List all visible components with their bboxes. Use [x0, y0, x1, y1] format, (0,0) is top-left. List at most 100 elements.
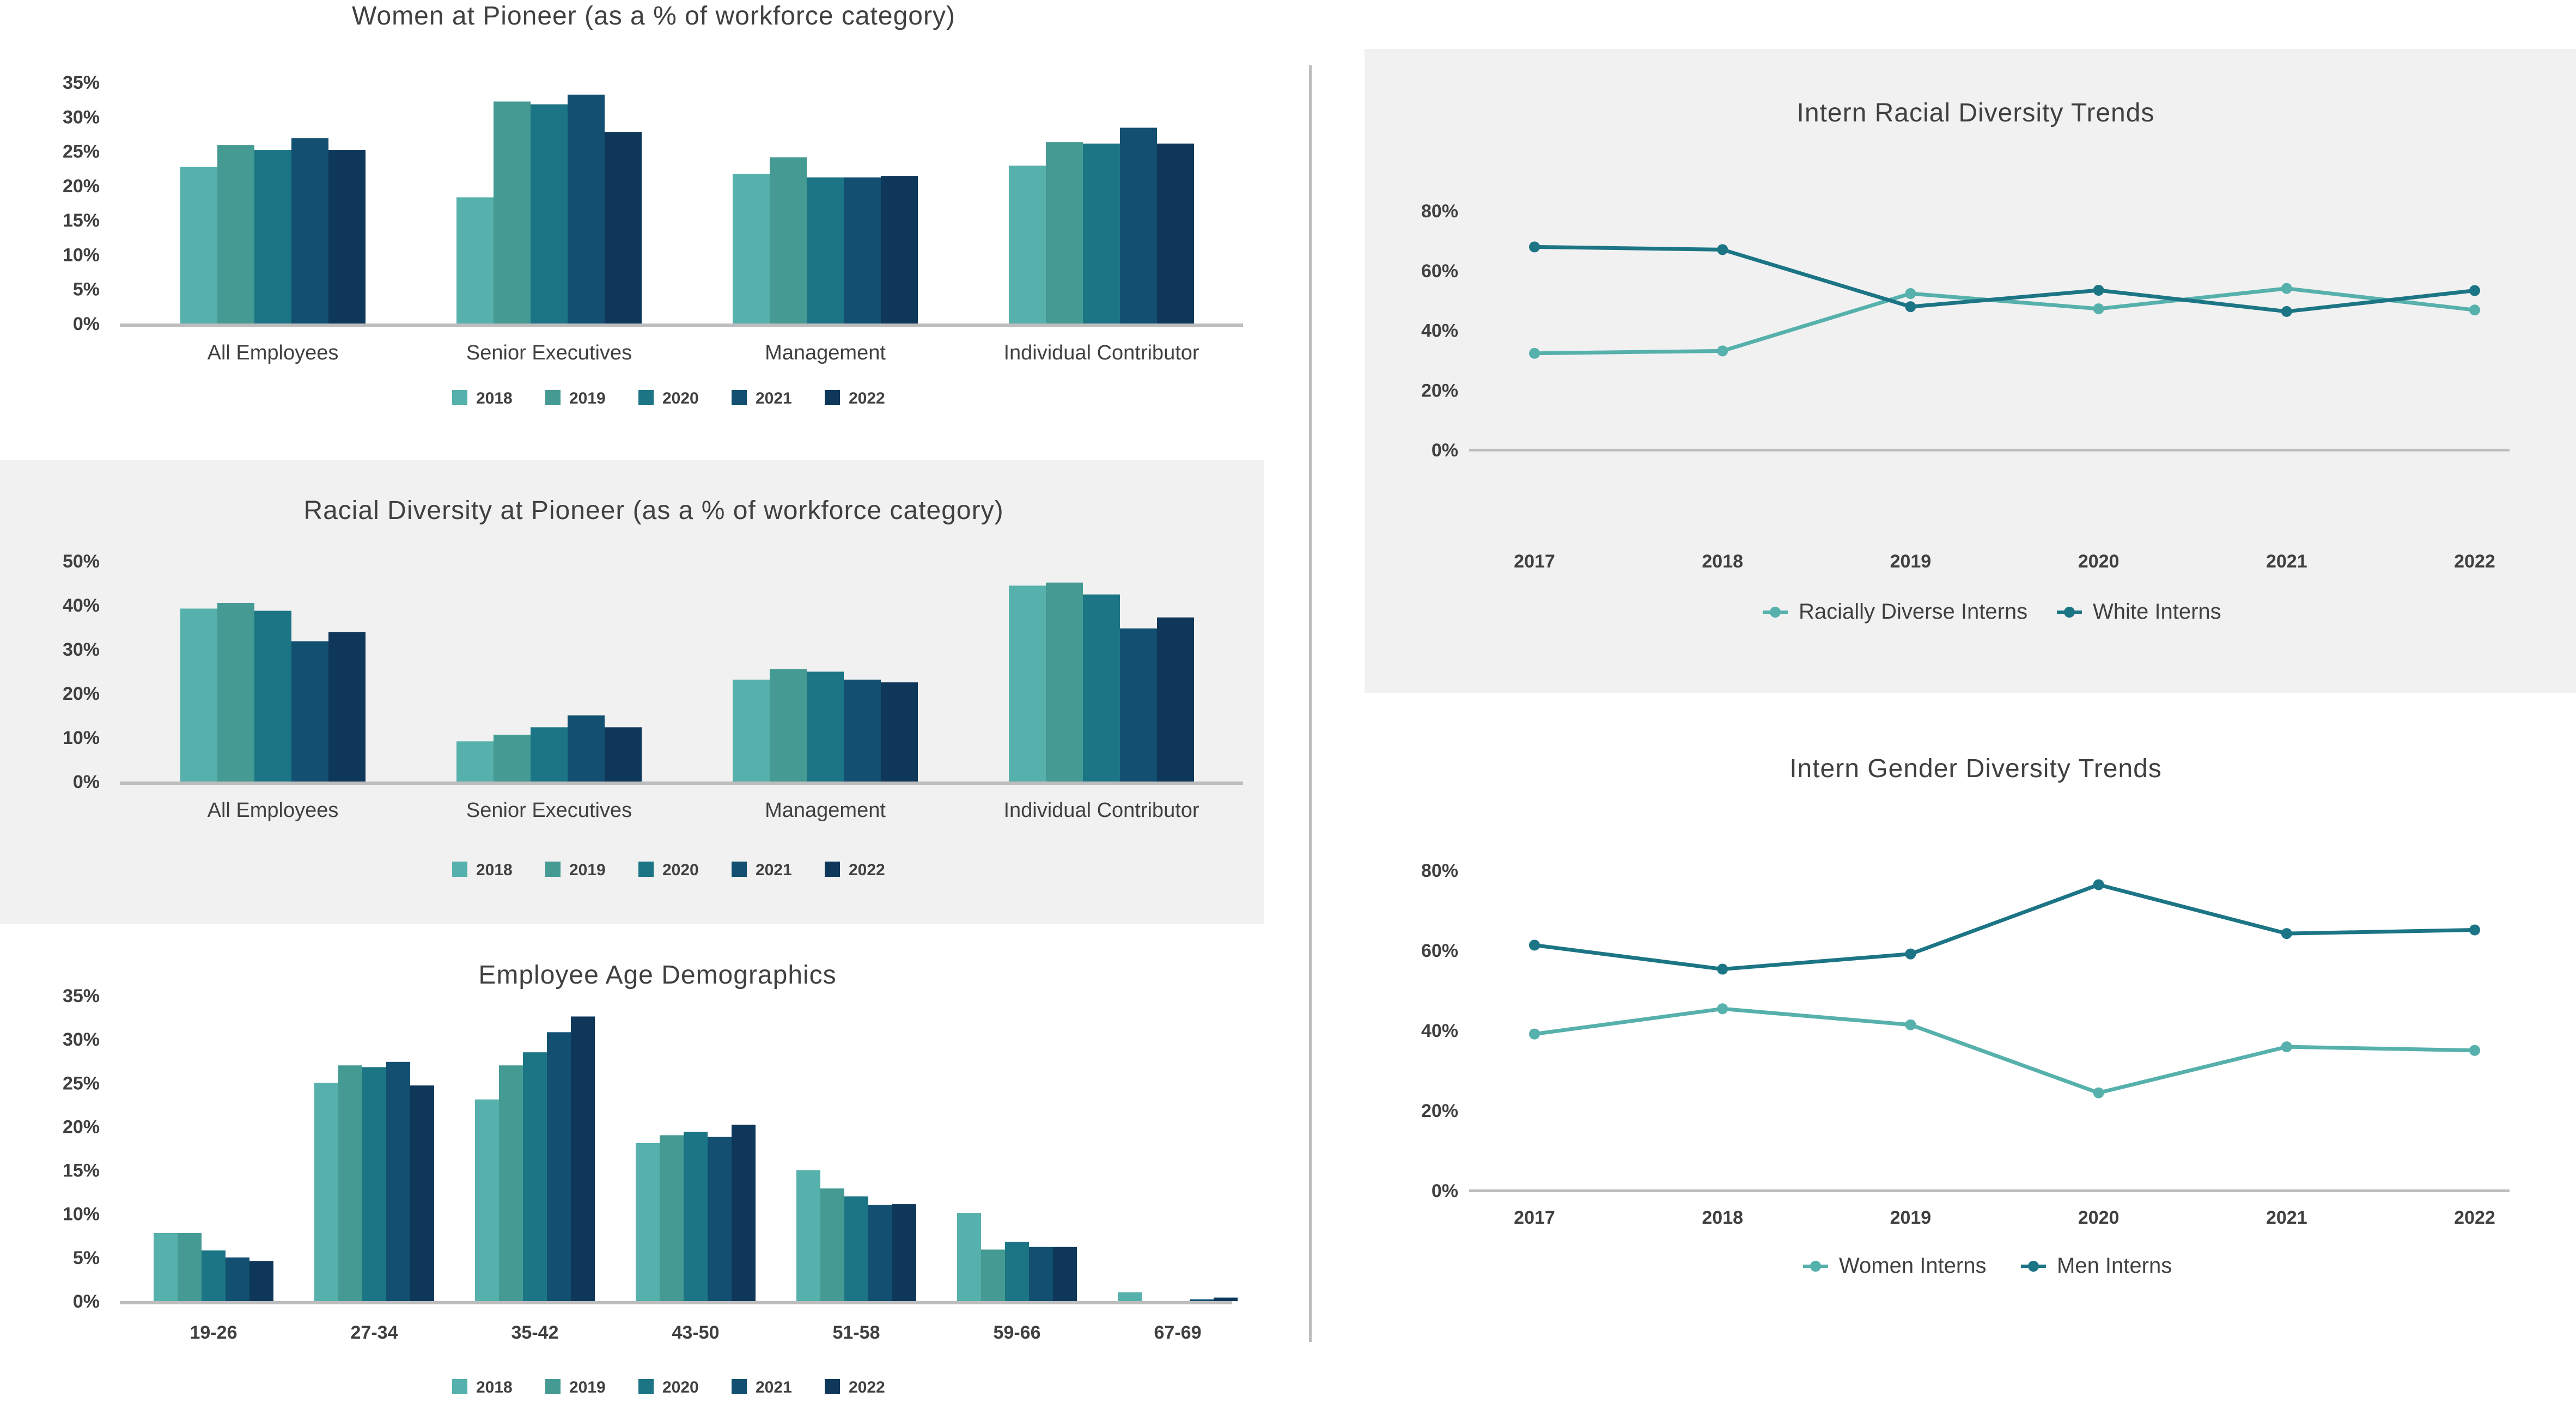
bar-2022-35-42: [571, 1016, 595, 1301]
legend-label: 2021: [756, 1378, 792, 1396]
legend-swatch-2021: [732, 862, 747, 877]
bar-2020-individual-contributor: [1083, 143, 1120, 323]
bar-2022-senior-executives: [605, 132, 642, 324]
data-point-women-interns-2021: [2281, 1041, 2292, 1053]
y-tick-label: 0%: [73, 772, 100, 792]
legend-label: 2022: [849, 1378, 885, 1396]
category-label: All Employees: [208, 799, 339, 822]
bar-2021-individual-contributor: [1120, 127, 1157, 323]
bar-2021-senior-executives: [568, 94, 605, 324]
bar-2020-individual-contributor: [1083, 594, 1120, 782]
x-tick-label: 2020: [2078, 1207, 2120, 1228]
legend-marker-icon: [2064, 607, 2075, 618]
bar-2022-59-66: [1053, 1247, 1077, 1301]
bar-2019-senior-executives: [494, 101, 531, 323]
x-tick-label: 2022: [2454, 551, 2495, 572]
y-tick-label: 60%: [1421, 261, 1458, 282]
bar-2022-management: [881, 176, 918, 323]
data-point-white-interns-2017: [1529, 241, 1540, 253]
y-tick-label: 40%: [63, 595, 100, 616]
bar-2022-67-69: [1214, 1297, 1238, 1301]
series-line-women-interns: [1534, 1006, 2475, 1095]
bar-2020-senior-executives: [531, 727, 568, 782]
bar-2019-all-employees: [217, 602, 254, 782]
legend-swatch-2018: [452, 862, 467, 877]
legend-label: 2019: [569, 389, 606, 407]
x-tick-label: 2018: [1702, 1207, 1743, 1228]
data-point-women-interns-2018: [1717, 1003, 1728, 1015]
bar-2018-all-employees: [180, 608, 217, 782]
bar-2020-43-50: [684, 1132, 708, 1301]
bar-2020-51-58: [844, 1196, 868, 1301]
y-tick-label: 0%: [73, 1291, 100, 1312]
x-tick-label: 2021: [2266, 1207, 2307, 1228]
bar-2020-59-66: [1005, 1242, 1029, 1301]
y-tick-label: 10%: [63, 1204, 100, 1225]
data-point-white-interns-2021: [2281, 306, 2292, 317]
x-tick-label: 2017: [1514, 551, 1555, 572]
bar-2021-67-69: [1190, 1299, 1214, 1301]
bar-2019-senior-executives: [494, 735, 531, 782]
legend-marker-icon: [1810, 1261, 1821, 1272]
bar-2019-27-34: [338, 1065, 362, 1301]
x-tick-label: 2021: [2266, 551, 2307, 572]
data-point-women-interns-2020: [2093, 1087, 2104, 1098]
bar-2018-19-26: [154, 1232, 178, 1301]
legend-swatch-2020: [638, 1379, 654, 1394]
category-label: 59-66: [994, 1322, 1041, 1343]
x-axis-line: [1469, 449, 2510, 451]
chart-title-age: Employee Age Demographics: [478, 961, 836, 990]
category-label: Senior Executives: [466, 341, 632, 364]
legend-label: 2021: [756, 389, 792, 407]
bar-2019-59-66: [981, 1249, 1005, 1301]
x-axis-line: [120, 323, 1243, 327]
y-tick-label: 0%: [73, 314, 100, 334]
bar-2020-senior-executives: [531, 104, 568, 323]
data-point-men-interns-2018: [1717, 963, 1728, 975]
bar-2019-19-26: [178, 1232, 202, 1301]
y-tick-label: 20%: [63, 1116, 100, 1137]
legend-label: 2022: [849, 389, 885, 407]
legend-label: Racially Diverse Interns: [1799, 600, 2027, 624]
legend-label: 2019: [569, 861, 606, 879]
x-tick-label: 2019: [1890, 1207, 1932, 1228]
bar-2021-all-employees: [291, 138, 328, 323]
bar-2020-management: [807, 672, 844, 782]
bar-2022-43-50: [732, 1125, 756, 1301]
y-tick-label: 80%: [1421, 201, 1458, 222]
bar-2019-51-58: [820, 1188, 844, 1301]
bar-2018-43-50: [636, 1143, 660, 1301]
x-tick-label: 2018: [1702, 551, 1743, 572]
legend-label: 2018: [476, 861, 513, 879]
bar-2021-59-66: [1029, 1247, 1053, 1301]
data-point-men-interns-2021: [2281, 928, 2292, 939]
bar-2022-all-employees: [328, 150, 366, 323]
y-tick-label: 60%: [1421, 941, 1458, 961]
bar-2020-all-employees: [254, 150, 291, 323]
data-point-women-interns-2017: [1529, 1028, 1540, 1040]
y-tick-label: 0%: [1432, 1181, 1458, 1201]
category-label: Individual Contributor: [1003, 799, 1199, 822]
category-label: All Employees: [208, 341, 339, 364]
data-point-white-interns-2022: [2469, 285, 2480, 296]
category-label: Individual Contributor: [1003, 341, 1199, 364]
legend-label: White Interns: [2093, 600, 2221, 624]
category-label: 67-69: [1154, 1322, 1202, 1343]
bar-2019-individual-contributor: [1046, 142, 1083, 323]
data-point-racially-diverse-interns-2017: [1529, 347, 1540, 359]
legend-marker-icon: [1770, 607, 1781, 618]
bar-2021-51-58: [868, 1205, 892, 1301]
legend-swatch-2019: [545, 390, 561, 405]
legend-swatch-2018: [452, 390, 467, 405]
bar-2019-individual-contributor: [1046, 582, 1083, 782]
bar-2020-management: [807, 177, 844, 323]
y-tick-label: 30%: [63, 639, 100, 660]
legend-label: 2018: [476, 389, 513, 407]
legend-swatch-2022: [825, 862, 840, 877]
y-tick-label: 5%: [73, 279, 100, 300]
bar-2018-59-66: [957, 1213, 981, 1301]
legend-label: 2019: [569, 1378, 606, 1396]
y-tick-label: 50%: [63, 551, 100, 572]
data-point-men-interns-2017: [1529, 939, 1540, 951]
data-point-white-interns-2020: [2093, 284, 2104, 296]
